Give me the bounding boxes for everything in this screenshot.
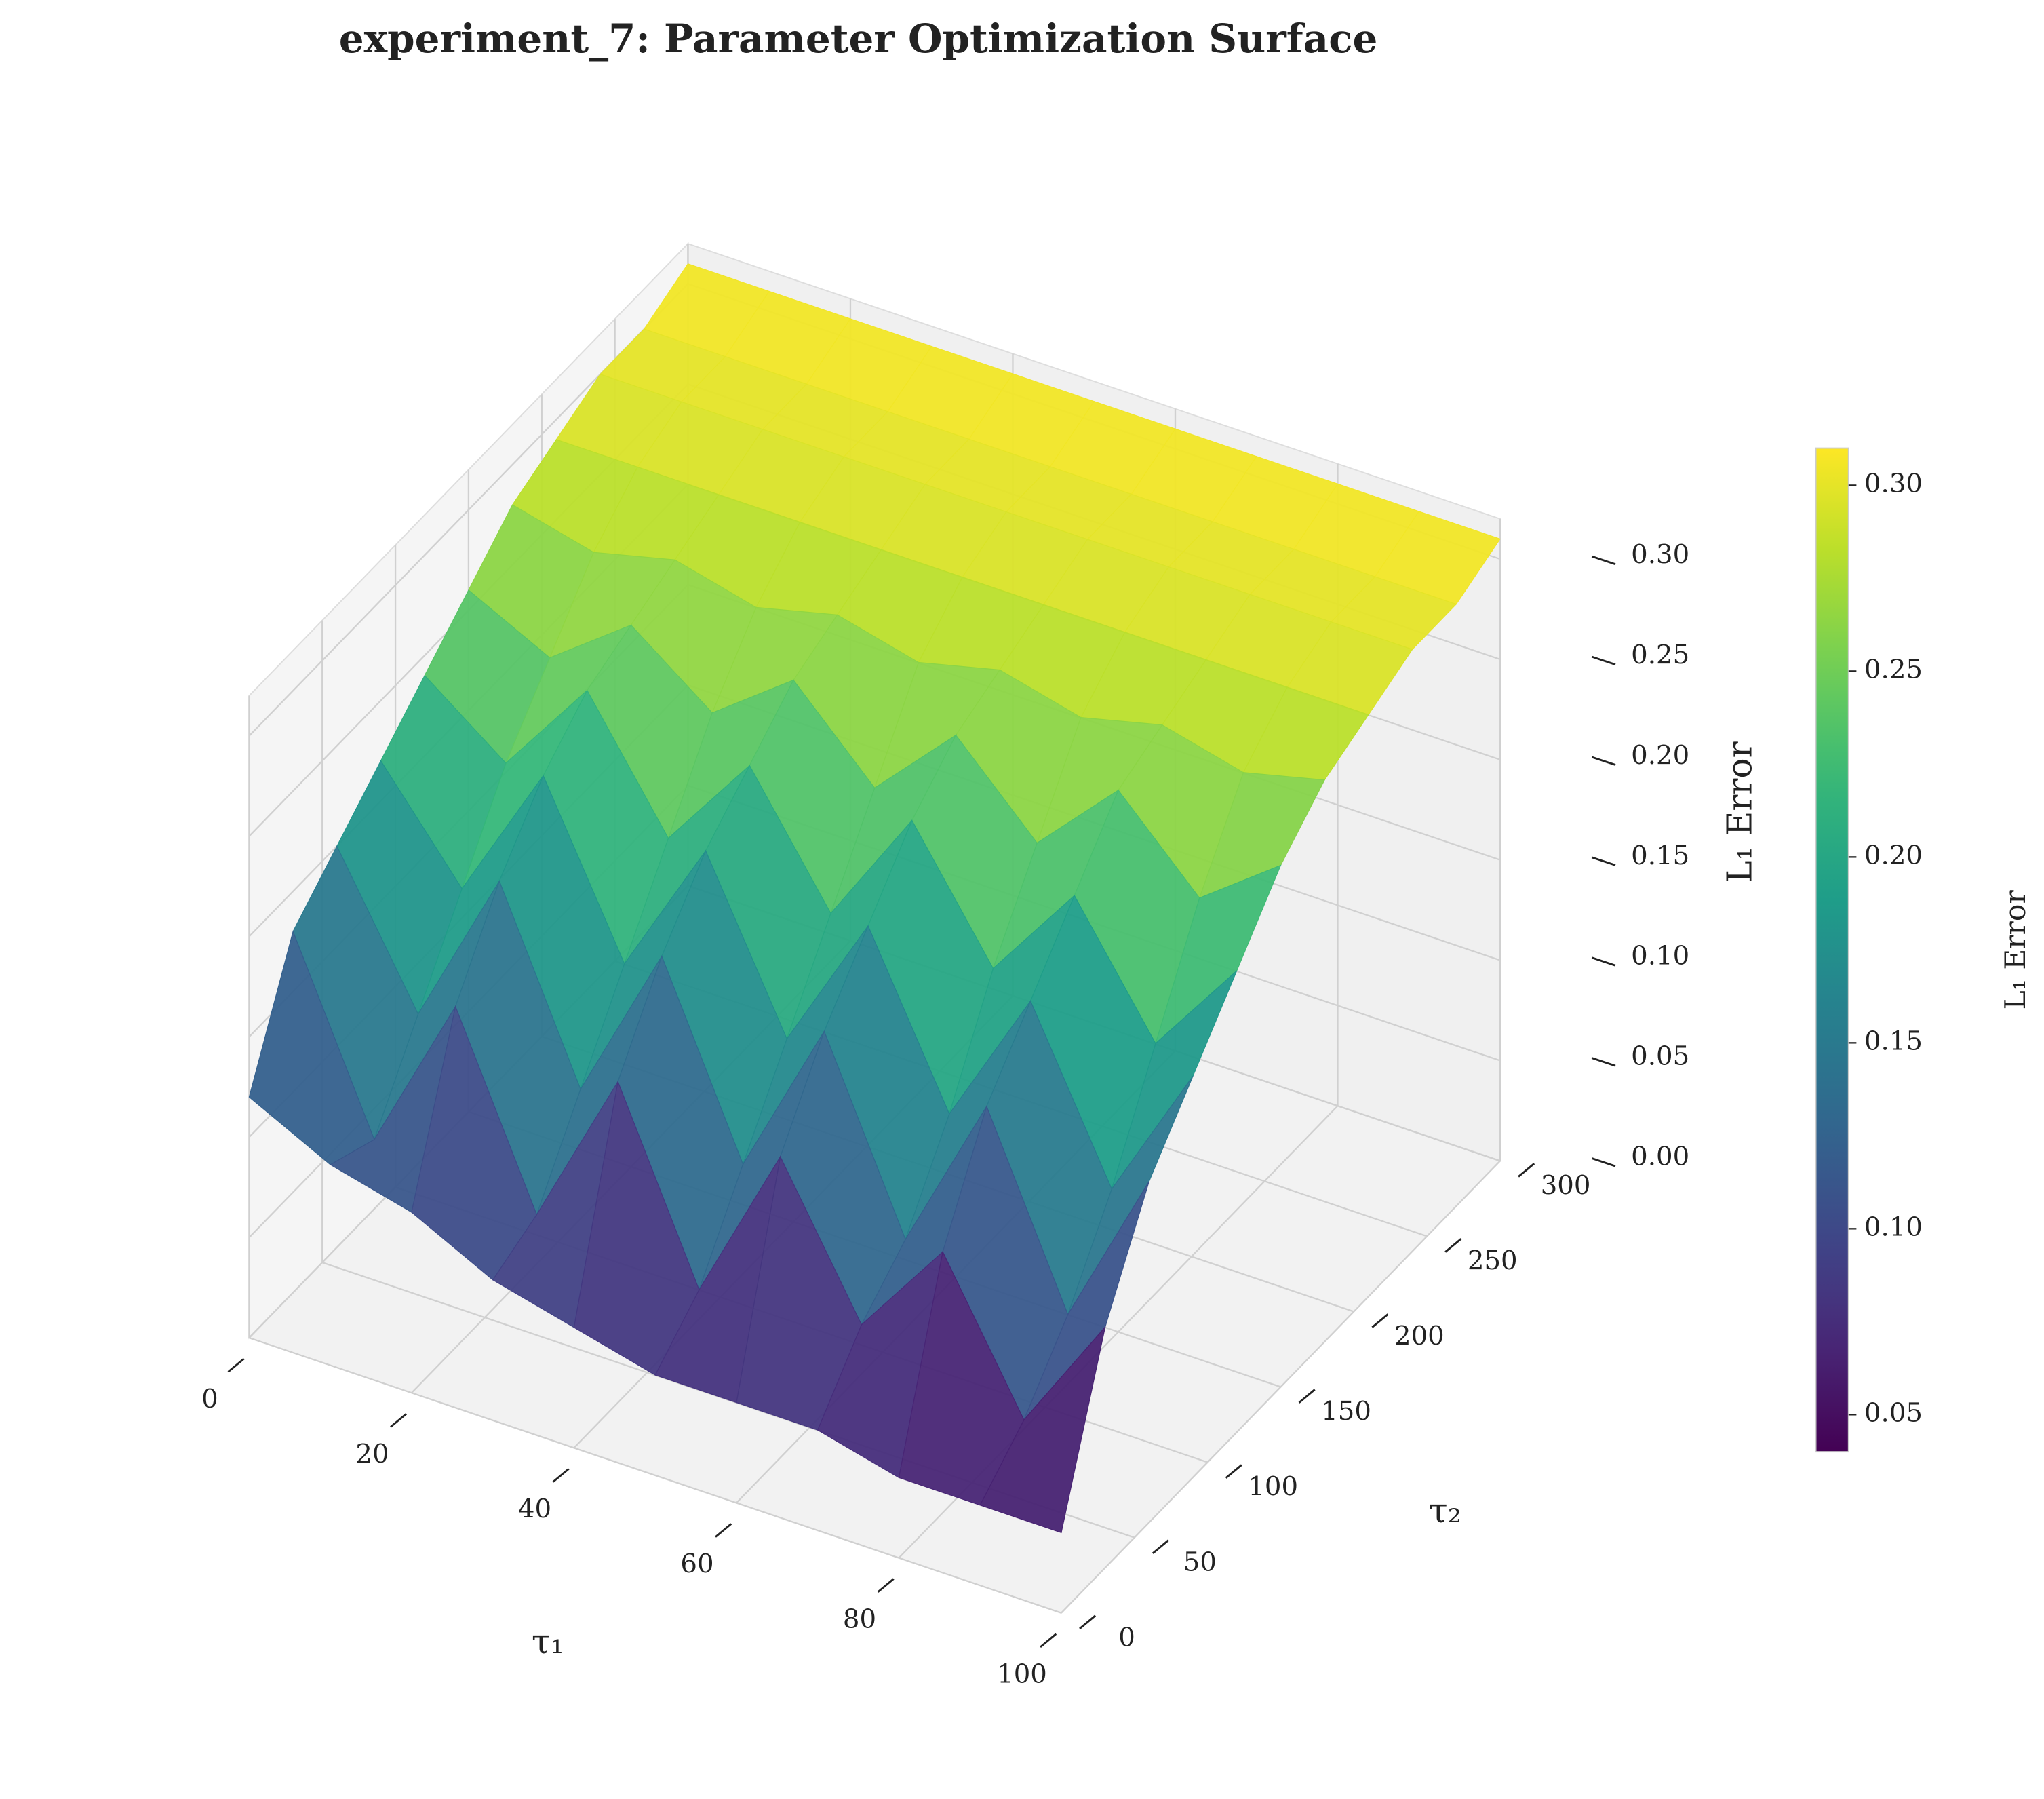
y-tick-label: 50 <box>1183 1547 1217 1577</box>
colorbar-tick-label: 0.25 <box>1864 654 1923 684</box>
tick-mark <box>1591 856 1616 866</box>
colorbar-tick-label: 0.10 <box>1864 1212 1923 1242</box>
x-tick-label: 80 <box>843 1604 876 1634</box>
tick-mark <box>877 1578 895 1593</box>
surface-patch <box>979 1326 1106 1534</box>
grid-line <box>249 1337 1062 1614</box>
z-tick-label: 0.10 <box>1631 941 1689 971</box>
tick-mark <box>1225 1464 1242 1479</box>
y-tick-label: 250 <box>1468 1245 1518 1276</box>
tick-mark <box>552 1468 570 1483</box>
x-tick-label: 20 <box>355 1439 389 1469</box>
colorbar <box>1815 447 1849 1453</box>
tick-mark <box>227 1357 245 1373</box>
tick-mark <box>715 1523 732 1538</box>
tick-mark <box>1152 1539 1169 1554</box>
x-tick-label: 0 <box>201 1384 218 1414</box>
tick-mark <box>1591 1057 1616 1067</box>
colorbar-tick-label: 0.20 <box>1864 840 1923 870</box>
tick-mark <box>390 1413 408 1428</box>
tick-mark <box>1040 1633 1057 1648</box>
colorbar-tick-label: 0.15 <box>1864 1026 1923 1056</box>
z-tick-label: 0.00 <box>1631 1141 1689 1172</box>
tick-mark <box>1591 956 1616 967</box>
tick-mark <box>1079 1614 1097 1630</box>
colorbar-label: L₁ Error <box>1999 890 2032 1010</box>
tick-mark <box>1518 1163 1535 1178</box>
z-tick-label: 0.15 <box>1631 840 1689 871</box>
colorbar-tick-label: 0.05 <box>1864 1397 1923 1428</box>
y-axis-label: τ₂ <box>1429 1490 1461 1530</box>
x-tick-label: 100 <box>997 1659 1047 1689</box>
tick-mark <box>1591 756 1616 766</box>
y-tick-label: 150 <box>1321 1396 1371 1427</box>
y-tick-label: 0 <box>1118 1622 1135 1652</box>
tick-mark <box>1591 1157 1616 1167</box>
z-tick-label: 0.25 <box>1631 640 1689 670</box>
y-tick-label: 300 <box>1541 1170 1591 1201</box>
tick-mark <box>1371 1313 1389 1328</box>
y-tick-label: 100 <box>1248 1471 1298 1502</box>
x-tick-label: 40 <box>518 1494 551 1524</box>
x-tick-label: 60 <box>680 1549 713 1579</box>
z-tick-label: 0.30 <box>1631 539 1689 570</box>
z-axis-label: L₁ Error <box>1719 741 1759 883</box>
x-axis-label: τ₁ <box>532 1621 564 1661</box>
tick-mark <box>1444 1238 1462 1253</box>
tick-mark <box>1591 655 1616 666</box>
z-tick-label: 0.05 <box>1631 1041 1689 1072</box>
y-tick-label: 200 <box>1394 1321 1444 1351</box>
chart-title: experiment_7: Parameter Optimization Sur… <box>339 16 1378 62</box>
colorbar-tick-label: 0.30 <box>1864 468 1923 499</box>
tick-mark <box>1591 555 1616 566</box>
tick-mark <box>1298 1389 1316 1404</box>
z-tick-label: 0.20 <box>1631 740 1689 771</box>
